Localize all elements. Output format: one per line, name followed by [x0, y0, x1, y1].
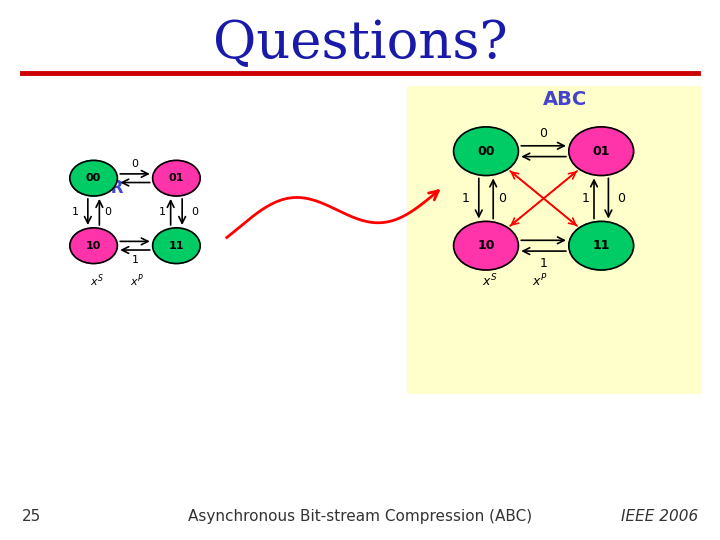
Text: 1: 1 — [462, 192, 469, 205]
Circle shape — [153, 228, 200, 264]
Text: $x^P$: $x^P$ — [130, 273, 144, 289]
Text: 01: 01 — [593, 145, 610, 158]
Text: ABC: ABC — [543, 90, 588, 110]
Text: 11: 11 — [168, 241, 184, 251]
Text: 00: 00 — [86, 173, 102, 183]
Text: $x^S$: $x^S$ — [482, 273, 498, 289]
FancyBboxPatch shape — [407, 86, 702, 394]
Circle shape — [153, 160, 200, 196]
Text: LEDR: LEDR — [76, 179, 124, 197]
Circle shape — [569, 127, 634, 176]
Text: Asynchronous Bit-stream Compression (ABC): Asynchronous Bit-stream Compression (ABC… — [188, 509, 532, 524]
Text: 10: 10 — [477, 239, 495, 252]
Text: 0: 0 — [132, 159, 138, 168]
Circle shape — [454, 127, 518, 176]
Text: $x^P$: $x^P$ — [532, 273, 548, 289]
Text: $x^S$: $x^S$ — [90, 273, 104, 289]
Text: Questions?: Questions? — [212, 18, 508, 69]
Circle shape — [70, 228, 117, 264]
Circle shape — [454, 221, 518, 270]
Text: 1: 1 — [582, 192, 589, 205]
Text: 11: 11 — [593, 239, 610, 252]
Text: 1: 1 — [72, 207, 79, 217]
Text: 00: 00 — [477, 145, 495, 158]
Circle shape — [70, 160, 117, 196]
Text: 1: 1 — [540, 257, 547, 270]
Text: 0: 0 — [104, 207, 112, 217]
Text: 0: 0 — [498, 192, 506, 205]
Text: 01: 01 — [168, 173, 184, 183]
Text: IEEE 2006: IEEE 2006 — [621, 509, 698, 524]
Text: 1: 1 — [132, 255, 138, 265]
Text: 10: 10 — [86, 241, 102, 251]
Text: 0: 0 — [539, 127, 548, 140]
Text: 0: 0 — [191, 207, 198, 217]
Text: 0: 0 — [617, 192, 626, 205]
Text: 25: 25 — [22, 509, 41, 524]
Circle shape — [569, 221, 634, 270]
Text: 1: 1 — [158, 207, 166, 217]
